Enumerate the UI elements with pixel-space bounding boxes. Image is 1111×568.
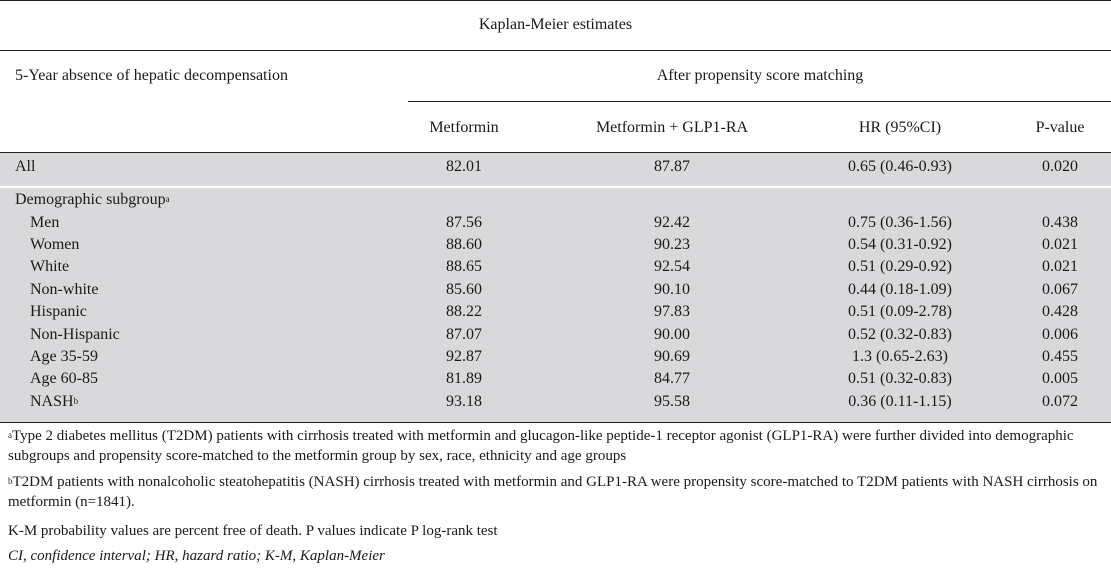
cell-p: 0.021 bbox=[1042, 235, 1078, 253]
row-label: Men bbox=[30, 213, 60, 231]
cell-combo: 92.54 bbox=[654, 258, 690, 276]
cell-metformin: 88.22 bbox=[446, 303, 482, 321]
footnote-mark: b bbox=[73, 395, 79, 406]
row-label: NASHb bbox=[30, 392, 79, 410]
cell-p: 0.072 bbox=[1042, 392, 1078, 410]
cell-metformin: 93.18 bbox=[446, 392, 482, 410]
col-header-combo: Metformin + GLP1-RA bbox=[595, 119, 749, 136]
row-title: 5-Year absence of hepatic decompensation bbox=[15, 67, 288, 84]
row-label: Hispanic bbox=[30, 303, 87, 321]
cell-hr: 0.51 (0.29-0.92) bbox=[848, 258, 952, 276]
cell-hr: 0.51 (0.09-2.78) bbox=[848, 303, 952, 321]
cell-metformin: 87.56 bbox=[446, 213, 482, 231]
cell-hr: 1.3 (0.65-2.63) bbox=[852, 347, 948, 365]
footnote-a: aType 2 diabetes mellitus (T2DM) patient… bbox=[8, 428, 1074, 464]
cell-hr: 0.65 (0.46-0.93) bbox=[848, 158, 952, 175]
col-header-hr: HR (95%CI) bbox=[858, 119, 942, 136]
cell-p: 0.455 bbox=[1042, 347, 1078, 365]
subgroup-rule bbox=[408, 101, 1111, 102]
cell-metformin: 87.07 bbox=[446, 325, 482, 343]
cell-p: 0.005 bbox=[1042, 370, 1078, 388]
row-label: Age 35-59 bbox=[30, 347, 98, 365]
row-label: Non-white bbox=[30, 280, 99, 298]
cell-combo: 90.00 bbox=[654, 325, 690, 343]
header-rule bbox=[0, 50, 1111, 51]
table-row-all: All 82.01 87.87 0.65 (0.46-0.93) 0.020 bbox=[0, 156, 1111, 178]
cell-metformin: 85.60 bbox=[446, 280, 482, 298]
table-row: Age 35-59 92.87 90.69 1.3 (0.65-2.63) 0.455 bbox=[0, 346, 1111, 368]
cell-combo: 97.83 bbox=[654, 303, 690, 321]
cell-p: 0.438 bbox=[1042, 213, 1078, 231]
row-label: Age 60-85 bbox=[30, 370, 98, 388]
table-row: Age 60-85 81.89 84.77 0.51 (0.32-0.83) 0.005 bbox=[0, 368, 1111, 390]
cell-combo: 84.77 bbox=[654, 370, 690, 388]
cell-hr: 0.51 (0.32-0.83) bbox=[848, 370, 952, 388]
cell-combo: 90.23 bbox=[654, 235, 690, 253]
table-row: Men 87.56 92.42 0.75 (0.36-1.56) 0.438 bbox=[0, 212, 1111, 234]
col-header-p: P-value bbox=[1035, 119, 1085, 136]
demographic-label: Demographic subgroupa bbox=[15, 191, 170, 208]
all-row-shade bbox=[0, 153, 1111, 186]
footnote-mark-a: a bbox=[165, 194, 170, 204]
cell-p: 0.020 bbox=[1042, 158, 1078, 175]
footnote-km: K-M probability values are percent free … bbox=[8, 523, 498, 539]
table-row: White 88.65 92.54 0.51 (0.29-0.92) 0.021 bbox=[0, 256, 1111, 278]
col-header-metformin: Metformin bbox=[429, 119, 499, 136]
cell-hr: 0.44 (0.18-1.09) bbox=[848, 280, 952, 298]
cell-hr: 0.75 (0.36-1.56) bbox=[848, 213, 952, 231]
cell-combo: 95.58 bbox=[654, 392, 690, 410]
cell-combo: 90.10 bbox=[654, 280, 690, 298]
demographic-shade bbox=[0, 188, 1111, 422]
row-label: White bbox=[30, 258, 70, 276]
table-row: Non-Hispanic 87.07 90.00 0.52 (0.32-0.83) 0.… bbox=[0, 324, 1111, 346]
cell-combo: 92.42 bbox=[654, 213, 690, 231]
row-label: Non-Hispanic bbox=[30, 325, 120, 343]
footnote-abbreviations: CI, confidence interval; HR, hazard rati… bbox=[8, 548, 385, 564]
cell-combo: 87.87 bbox=[654, 158, 690, 175]
subgroup-title: After propensity score matching bbox=[656, 67, 864, 84]
cell-metformin: 88.65 bbox=[446, 258, 482, 276]
row-label: Women bbox=[30, 235, 80, 253]
cell-p: 0.021 bbox=[1042, 258, 1078, 276]
header-bottom-rule bbox=[0, 152, 1111, 153]
cell-metformin: 82.01 bbox=[446, 158, 482, 175]
cell-combo: 90.69 bbox=[654, 347, 690, 365]
table-row: Women 88.60 90.23 0.54 (0.31-0.92) 0.021 bbox=[0, 234, 1111, 256]
footnote-b: bT2DM patients with nonalcoholic steatoh… bbox=[8, 474, 1098, 510]
cell-hr: 0.36 (0.11-1.15) bbox=[848, 392, 952, 410]
cell-metformin: 92.87 bbox=[446, 347, 482, 365]
cell-hr: 0.54 (0.31-0.92) bbox=[848, 235, 952, 253]
row-label: All bbox=[15, 158, 36, 175]
top-rule bbox=[0, 0, 1111, 1]
cell-metformin: 88.60 bbox=[446, 235, 482, 253]
cell-p: 0.428 bbox=[1042, 303, 1078, 321]
cell-metformin: 81.89 bbox=[446, 370, 482, 388]
table-row: Hispanic 88.22 97.83 0.51 (0.09-2.78) 0.428 bbox=[0, 301, 1111, 323]
cell-p: 0.067 bbox=[1042, 280, 1078, 298]
table-row: NASHb 93.18 95.58 0.36 (0.11-1.15) 0.072 bbox=[0, 391, 1111, 413]
group-title: Kaplan-Meier estimates bbox=[478, 16, 633, 33]
cell-hr: 0.52 (0.32-0.83) bbox=[848, 325, 952, 343]
cell-p: 0.006 bbox=[1042, 325, 1078, 343]
demographic-heading: Demographic subgroupa bbox=[0, 189, 1111, 211]
table-bottom-rule bbox=[0, 422, 1111, 423]
table-row: Non-white 85.60 90.10 0.44 (0.18-1.09) 0.067 bbox=[0, 279, 1111, 301]
